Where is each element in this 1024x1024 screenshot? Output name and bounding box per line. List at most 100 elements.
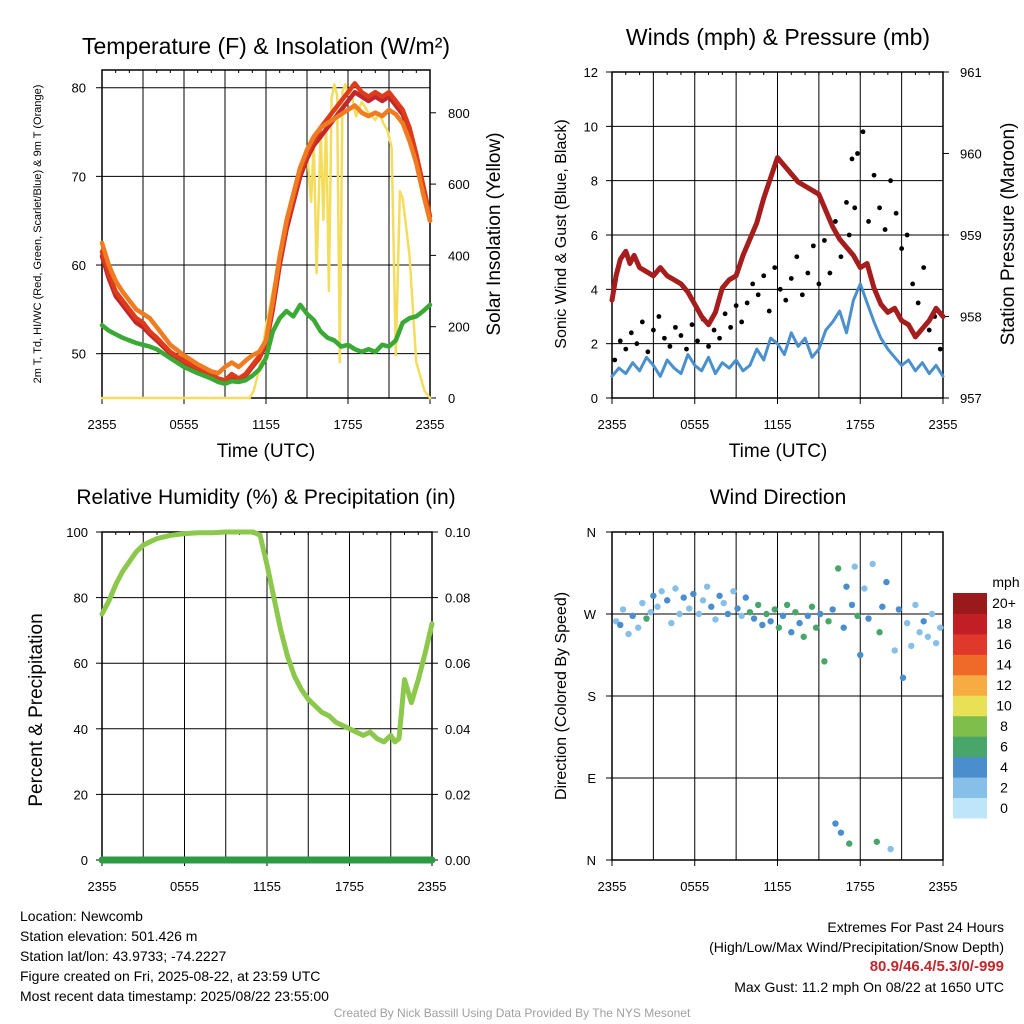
gust-point bbox=[656, 314, 662, 319]
y2-tick-label: 600 bbox=[448, 177, 470, 192]
direction-point bbox=[672, 585, 679, 592]
direction-point bbox=[843, 583, 850, 590]
direction-point bbox=[916, 629, 923, 636]
gust-point bbox=[711, 327, 717, 333]
direction-point bbox=[804, 612, 812, 620]
direction-point bbox=[812, 624, 820, 631]
gust-point bbox=[761, 273, 767, 279]
direction-point bbox=[643, 615, 650, 622]
gust-point bbox=[816, 281, 822, 287]
y-tick-label: 6 bbox=[591, 228, 598, 243]
gust-point bbox=[827, 270, 833, 276]
gust-point bbox=[689, 322, 695, 328]
direction-point bbox=[686, 605, 693, 612]
y-axis-label: 2m T, Td, HI/WC (Red, Green, Scarlet/Blu… bbox=[32, 85, 44, 384]
direction-point bbox=[928, 610, 936, 618]
temperature-chart: 2355 0555 1155 1755 235550607080020040060080… bbox=[32, 33, 505, 462]
chart-title: Winds (mph) & Pressure (mb) bbox=[626, 24, 930, 50]
gust-point bbox=[728, 324, 734, 330]
direction-point bbox=[832, 820, 839, 827]
direction-point bbox=[708, 603, 715, 610]
direction-point bbox=[857, 651, 864, 659]
gust-point bbox=[833, 219, 838, 224]
direction-point bbox=[742, 594, 749, 601]
gust-point bbox=[846, 232, 852, 238]
y-tick-label: N bbox=[587, 853, 596, 868]
direction-point bbox=[854, 612, 861, 620]
created-text: Figure created on Fri, 2025-08-22, at 23… bbox=[20, 968, 321, 984]
direction-point bbox=[846, 840, 853, 847]
direction-point bbox=[619, 606, 627, 613]
gust-point bbox=[926, 327, 932, 333]
gust-point bbox=[667, 343, 673, 349]
direction-point bbox=[912, 601, 919, 609]
colorbar-label: 8 bbox=[1000, 718, 1008, 734]
y-tick-label: 12 bbox=[584, 65, 598, 80]
gust-point bbox=[744, 300, 750, 306]
wind-chart: 2355 0555 1155 1755 235502468101295795895996… bbox=[553, 24, 1019, 462]
direction-point bbox=[834, 565, 842, 572]
y-tick-label: 0 bbox=[81, 853, 88, 868]
colorbar-swatch bbox=[953, 654, 987, 676]
y2-tick-label: 959 bbox=[960, 228, 982, 243]
x-tick-label: 2355 bbox=[929, 417, 958, 432]
station-info: Location: Newcomb Station elevation: 501… bbox=[20, 906, 329, 1006]
direction-point bbox=[873, 838, 880, 845]
y2-tick-label: 0.10 bbox=[445, 525, 470, 540]
y2-tick-label: 0.04 bbox=[445, 722, 470, 737]
direction-point bbox=[876, 629, 883, 636]
gust-point bbox=[639, 319, 645, 325]
gust-point bbox=[678, 333, 684, 338]
gust-point bbox=[788, 276, 794, 281]
y-tick-label: 80 bbox=[72, 81, 86, 96]
colorbar-swatch bbox=[953, 797, 987, 819]
direction-point bbox=[617, 621, 624, 629]
x-axis-label: Time (UTC) bbox=[729, 441, 828, 462]
x-tick-label: 0555 bbox=[170, 417, 199, 432]
direction-point bbox=[851, 563, 858, 570]
colorbar-swatch bbox=[953, 695, 987, 717]
direction-point bbox=[891, 647, 898, 654]
gust-point bbox=[739, 319, 745, 325]
direction-point bbox=[738, 612, 745, 620]
x-tick-label: 1755 bbox=[334, 417, 363, 432]
direction-point bbox=[825, 618, 832, 625]
gust-point bbox=[650, 327, 656, 333]
direction-point bbox=[865, 615, 872, 622]
direction-point bbox=[612, 618, 620, 625]
x-tick-label: 1155 bbox=[764, 879, 792, 894]
y-tick-label: N bbox=[587, 525, 596, 540]
colorbar-swatch bbox=[953, 593, 987, 614]
direction-point bbox=[840, 624, 847, 631]
gust-point bbox=[623, 346, 629, 352]
y2-tick-label: 0.06 bbox=[445, 656, 470, 671]
colorbar-swatch bbox=[953, 633, 987, 655]
y2-axis-label: Solar Insolation (Yellow) bbox=[484, 132, 505, 335]
direction-point bbox=[763, 610, 770, 618]
x-axis-label: Time (UTC) bbox=[217, 441, 316, 462]
x-tick-label: 2355 bbox=[88, 417, 117, 432]
direction-point bbox=[767, 618, 774, 625]
direction-point bbox=[712, 616, 719, 623]
extremes-subtitle: (High/Low/Max Wind/Precipitation/Snow De… bbox=[709, 939, 1004, 955]
direction-point bbox=[908, 642, 915, 650]
direction-point bbox=[639, 599, 646, 607]
y-tick-label: 40 bbox=[74, 722, 88, 737]
gust-point bbox=[706, 343, 711, 349]
direction-point bbox=[883, 578, 890, 586]
colorbar-label: 10 bbox=[996, 698, 1012, 714]
gust-point bbox=[860, 129, 866, 135]
gust-point bbox=[733, 303, 739, 309]
x-tick-label: 1155 bbox=[252, 417, 280, 432]
y-tick-label: 20 bbox=[74, 787, 88, 802]
gust-point bbox=[777, 286, 783, 292]
y2-tick-label: 0.00 bbox=[445, 853, 470, 868]
direction-point bbox=[629, 612, 636, 620]
gust-point bbox=[821, 238, 827, 243]
direction-point bbox=[837, 829, 845, 836]
gust-point bbox=[794, 254, 800, 260]
direction-point bbox=[899, 674, 907, 681]
y-tick-label: 50 bbox=[72, 347, 86, 362]
